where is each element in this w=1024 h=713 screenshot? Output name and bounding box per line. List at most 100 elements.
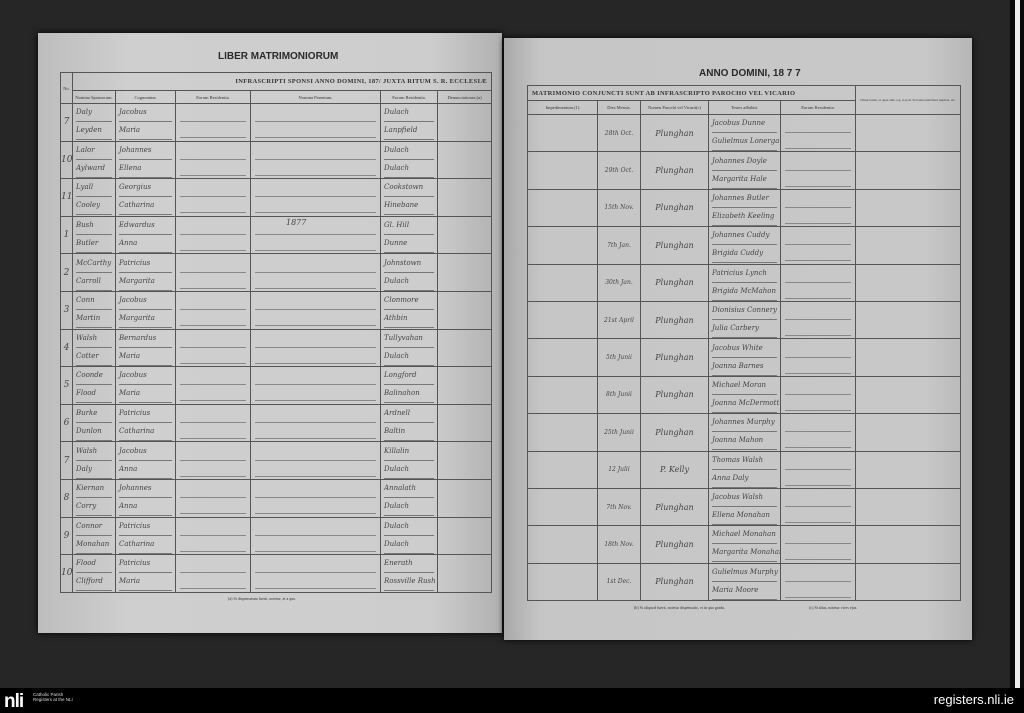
col-header: Nomen Parochi vel Vicarii(c) <box>640 100 709 115</box>
witness: Johannes Murphy <box>712 415 777 433</box>
witness: Michael Monahan <box>712 527 777 545</box>
marriage-date: 25th Junii <box>597 413 641 452</box>
first-name: Jacobus <box>119 368 172 386</box>
entry-number: 6 <box>60 403 73 443</box>
priest-name: Plunghan <box>640 413 709 452</box>
marriage-date: 5th Junii <box>597 338 641 377</box>
first-name: Jacobus <box>119 443 172 461</box>
witness: Anna Daly <box>712 470 777 488</box>
priest-name: Plunghan <box>640 188 709 228</box>
site-link[interactable]: registers.nli.ie <box>933 692 1014 707</box>
table-row: 15th Nov. Plunghan Johannes Butler Elizab… <box>527 188 962 228</box>
witness: Johannes Cuddy <box>712 228 777 246</box>
marriage-date: 7th Nov. <box>597 487 641 527</box>
left-footnote: (a) Si dispensatum fuerit, notetur, et a… <box>228 596 297 601</box>
groom-bride-surname: Conn <box>76 292 112 311</box>
witness: Elizabeth Keeling <box>712 208 777 226</box>
table-row: 9 Connor Monahan Patricius Catharina Dulach… <box>60 516 493 556</box>
first-name: Catharina <box>119 197 172 216</box>
nli-logo[interactable]: nli <box>4 691 24 712</box>
witness: Margarita Hale <box>712 171 777 189</box>
witness: Gulielmus Murphy <box>712 564 778 582</box>
groom-bride-surname: Monahan <box>76 536 112 554</box>
groom-bride-surname: Connor <box>76 518 112 536</box>
witness: Thomas Walsh <box>712 452 777 470</box>
left-register-table: No. INFRASCRIPTI SPONSI ANNO DOMINI, 187/… <box>60 72 493 593</box>
groom-bride-surname: Carroll <box>76 273 112 291</box>
table-row: 7th Jan. Plunghan Johannes Cuddy Brigida … <box>527 226 962 265</box>
residence: Hinebane <box>384 197 434 216</box>
first-name: Patricius <box>119 255 172 273</box>
table-row: 28th Oct. Plunghan Jacobus Dunne Gulielmu… <box>527 113 962 153</box>
first-name: Patricius <box>119 518 172 536</box>
witness: Johannes Butler <box>712 190 777 208</box>
residence: Annalath <box>384 480 434 499</box>
witness: Jacobus White <box>712 340 777 358</box>
col-header: No. <box>60 72 73 104</box>
entry-number: 2 <box>60 253 73 292</box>
table-row: 21st April Plunghan Dionisius Connery Jul… <box>527 300 962 340</box>
witness: Maria Moore <box>712 582 777 600</box>
table-row: 1st Dec. Plunghan Gulielmus Murphy Maria … <box>527 562 962 602</box>
groom-bride-surname: McCarthy <box>76 255 112 273</box>
right-footnote-c: (c) Si alius, notetur vices ejus. <box>809 605 858 610</box>
groom-bride-surname: Clifford <box>76 573 112 592</box>
table-row: 8 Kiernan Corry Johannes Anna Annalath Dulac… <box>60 478 493 518</box>
entry-number: 7 <box>60 103 73 142</box>
logo-text: Catholic Parish Registers at the NLI <box>33 692 73 702</box>
entry-number: 3 <box>60 290 73 330</box>
first-name: Anna <box>119 498 172 517</box>
inline-year: 1877 <box>286 218 307 227</box>
first-name: Johannes <box>119 480 172 499</box>
witness: Jacobus Walsh <box>712 489 777 508</box>
marriage-date: 8th Junii <box>597 375 641 415</box>
groom-bride-surname: Corry <box>76 498 112 517</box>
groom-bride-surname: Daly <box>76 104 112 123</box>
witness: Julia Carbery <box>712 320 777 338</box>
table-row: 7th Nov. Plunghan Jacobus Walsh Ellena Mo… <box>527 487 962 527</box>
table-row: 11 Lyall Cooley Georgius Catharina Cookstow… <box>60 178 493 217</box>
groom-bride-surname: Lalor <box>76 142 112 160</box>
first-name: Catharina <box>119 536 172 554</box>
residence: Ardnell <box>384 405 434 424</box>
col-header: Denunciationes.(a) <box>436 90 493 104</box>
entry-number: 1 <box>60 215 73 255</box>
first-name: Margarita <box>119 273 172 291</box>
groom-bride-surname: Leyden <box>76 122 112 141</box>
table-row: 2 McCarthy Carroll Patricius Margarita John… <box>60 253 493 292</box>
residence: Dunne <box>384 235 434 253</box>
residence: Rossville Rush <box>384 573 436 592</box>
first-name: Bernardus <box>119 330 172 348</box>
first-name: Maria <box>119 122 172 141</box>
groom-bride-surname: Butler <box>76 235 112 253</box>
table-row: 7 Walsh Daly Jacobus Anna Killalin Dulach <box>60 441 493 480</box>
marriage-date: 28th Oct. <box>597 113 641 153</box>
footer-bar: nli Catholic Parish Registers at the NLI… <box>0 688 1024 713</box>
groom-bride-surname: Walsh <box>76 330 112 348</box>
groom-bride-surname: Walsh <box>76 443 112 461</box>
left-page-title: LIBER MATRIMONIORUM <box>218 51 339 62</box>
groom-bride-surname: Martin <box>76 310 112 329</box>
residence: Baltin <box>384 423 434 441</box>
residence: Killalin <box>384 443 434 461</box>
right-register-table: MATRIMONIO CONJUNCTI SUNT AB INFRASCRIPT… <box>526 85 962 602</box>
entry-number: 8 <box>60 478 73 518</box>
groom-bride-surname: Bush <box>76 217 112 236</box>
residence: Dulach <box>384 273 434 291</box>
col-header: Nomina Parentum. <box>250 90 381 104</box>
first-name: Maria <box>119 385 172 404</box>
entry-number: 10 <box>60 140 73 180</box>
witness: Joanna McDermott <box>712 395 779 413</box>
scrollbar[interactable] <box>1015 0 1020 688</box>
table-row: 3 Conn Martin Jacobus Margarita Clonmore Ath… <box>60 290 493 330</box>
witness: Joanna Barnes <box>712 358 777 376</box>
first-name: Patricius <box>119 405 172 424</box>
table-row: 6 Burke Dunlon Patricius Catharina Ardnell B… <box>60 403 493 443</box>
witness: Michael Moran <box>712 377 777 395</box>
marriage-date: 12 Julii <box>597 450 641 489</box>
residence: Longford <box>384 368 434 386</box>
priest-name: Plunghan <box>640 487 709 527</box>
groom-bride-surname: Cotter <box>76 348 112 366</box>
table-row: 12 Julii P. Kelly Thomas Walsh Anna Daly <box>527 450 962 489</box>
table-row: 18th Nov. Plunghan Michael Monahan Margar… <box>527 525 962 564</box>
